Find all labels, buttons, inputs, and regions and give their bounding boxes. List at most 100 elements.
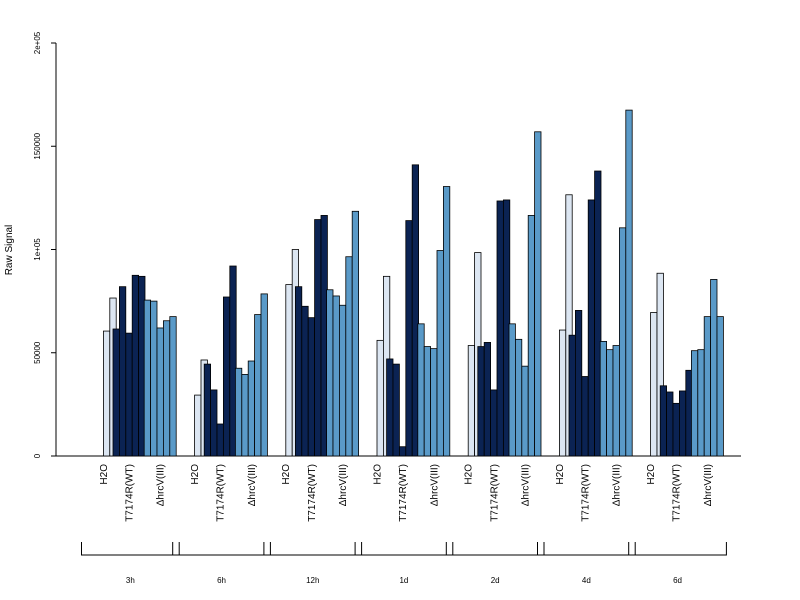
group-label: T7174R(WT) [581,464,592,522]
bar [247,360,255,457]
bar [568,334,576,457]
bar [483,342,492,457]
y-axis-title: Raw Signal [4,225,15,276]
bar [436,250,444,457]
bar [398,446,407,457]
bar [430,348,438,457]
bar [672,402,680,457]
group-label: H2O [646,464,657,485]
bar [392,363,400,457]
timepoint-label: 6h [217,576,226,585]
bar [534,131,542,457]
bar [508,323,516,457]
bar [229,265,237,457]
bar [103,330,111,457]
bar [527,215,536,457]
bar [162,320,171,457]
bar [332,295,340,457]
bar [294,286,303,457]
y-axis: 0 50000 1e+05 150000 2e+05 [33,31,57,458]
bar [307,317,316,457]
bar [521,365,529,457]
bar [112,328,120,457]
bar [417,323,425,457]
timepoint-bracket [445,542,545,556]
timepoint-label: 6d [673,576,682,585]
y-tick-label: 50000 [33,341,42,364]
group-label: H2O [555,464,566,485]
bar [606,349,614,457]
bar [442,186,451,457]
bar [119,286,127,457]
bar [575,310,583,457]
bar [477,346,485,457]
timepoint-label: 2d [491,576,500,585]
bar [254,314,262,457]
group-label: T7174R(WT) [307,464,318,522]
bar [423,346,432,457]
timepoint-bracket [354,542,454,556]
bar [411,164,420,457]
bar [210,389,218,457]
group-label: T7174R(WT) [125,464,136,522]
bar [301,305,309,457]
bar [222,296,231,457]
timepoint-label: 3h [126,576,135,585]
bar [559,329,567,457]
group-label: H2O [281,464,292,485]
bar [594,170,602,457]
bar [285,284,293,457]
y-tick-label: 150000 [33,132,42,159]
bar [345,256,353,457]
timepoint-label: 4d [582,576,591,585]
bar [619,227,627,457]
bar [405,220,413,457]
group-label: H2O [464,464,475,485]
bar [241,374,249,457]
timepoint-label: 12h [306,576,319,585]
bar [338,304,347,457]
timepoint-bracket [263,542,363,556]
bar [515,338,523,457]
bar [599,340,608,457]
group-label: H2O [372,464,383,485]
group-label: ΔhrcV(III) [429,464,440,506]
bar [150,300,158,457]
bar [710,279,718,457]
group-label: H2O [99,464,110,485]
timepoint-bracket [628,542,727,556]
bar [131,274,139,457]
group-label: H2O [190,464,201,485]
bar [326,289,334,457]
bar [156,327,164,457]
group-label: T7174R(WT) [672,464,683,522]
group-label: ΔhrcV(III) [612,464,623,506]
bar [376,339,384,457]
timepoint-brackets: 3h 6h 12h 1d 2d 4d 6d [81,542,727,585]
bar [650,312,658,457]
y-tick-label: 1e+05 [33,238,42,261]
bar [386,358,394,457]
group-label: ΔhrcV(III) [247,464,258,506]
bar [351,210,360,457]
bar [581,376,589,457]
bar [716,316,724,457]
bars-layer [103,109,724,457]
bar [203,363,211,457]
timepoint-bracket [172,542,271,556]
timepoint-bracket [537,542,636,556]
timepoint-bracket [81,542,180,556]
timepoint-label: 1d [399,576,408,585]
group-label: ΔhrcV(III) [703,464,714,506]
group-label: T7174R(WT) [398,464,409,522]
bar [691,350,699,457]
bar [666,391,674,457]
bar [125,332,133,457]
bar [587,199,596,457]
bar [467,345,476,457]
bar [679,390,687,457]
group-label: T7174R(WT) [216,464,227,522]
bar [490,389,498,457]
group-label: T7174R(WT) [489,464,500,522]
